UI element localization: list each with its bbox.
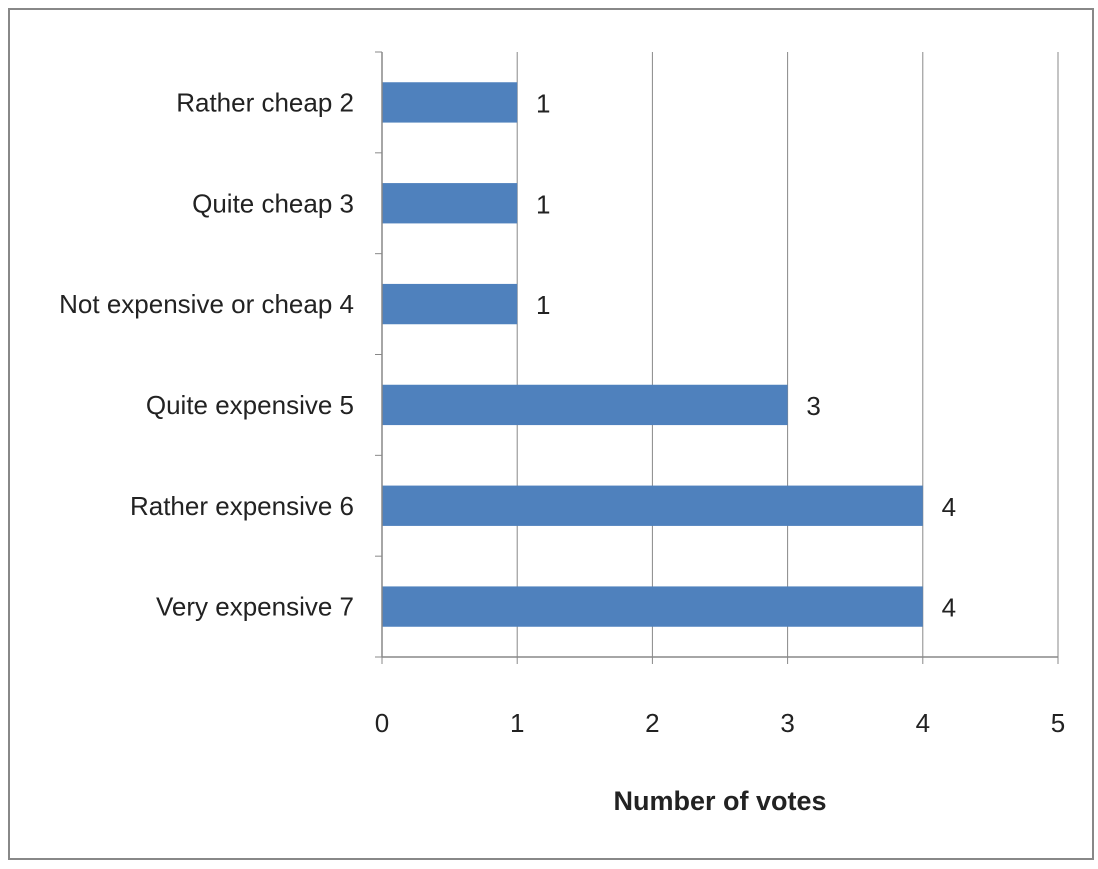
category-label-6: Very expensive 7	[156, 592, 354, 622]
chart-border	[8, 8, 1094, 860]
bar-2	[382, 183, 518, 224]
category-label-1: Rather cheap 2	[176, 87, 354, 117]
category-label-3: Not expensive or cheap 4	[59, 289, 354, 319]
bar-6	[382, 586, 923, 627]
data-label-6: 4	[942, 593, 956, 623]
x-tick-label-5: 5	[1051, 708, 1065, 738]
gridlines	[516, 52, 1059, 657]
data-label-1: 1	[536, 88, 550, 118]
data-label-5: 4	[942, 492, 956, 522]
data-label-4: 3	[806, 391, 820, 421]
x-tick-label-4: 4	[916, 708, 930, 738]
bar-5	[382, 485, 923, 526]
x-tick-label-0: 0	[375, 708, 389, 738]
axes	[375, 51, 1059, 664]
x-tick-label-3: 3	[780, 708, 794, 738]
data-label-2: 1	[536, 189, 550, 219]
category-label-2: Quite cheap 3	[192, 188, 354, 218]
bars	[382, 82, 923, 627]
data-label-3: 1	[536, 290, 550, 320]
x-tick-label-2: 2	[645, 708, 659, 738]
labels: 0 1 2 3 4 5 Rather cheap 2 1 Quite cheap 3 1 Not e…	[59, 87, 1065, 738]
bar-3	[382, 283, 518, 325]
category-label-5: Rather expensive 6	[130, 491, 354, 521]
x-axis-title: Number of votes	[613, 786, 826, 816]
bar-1	[382, 82, 518, 123]
x-tick-label-1: 1	[510, 708, 524, 738]
category-label-4: Quite expensive 5	[146, 390, 354, 420]
bar-4	[382, 384, 788, 426]
